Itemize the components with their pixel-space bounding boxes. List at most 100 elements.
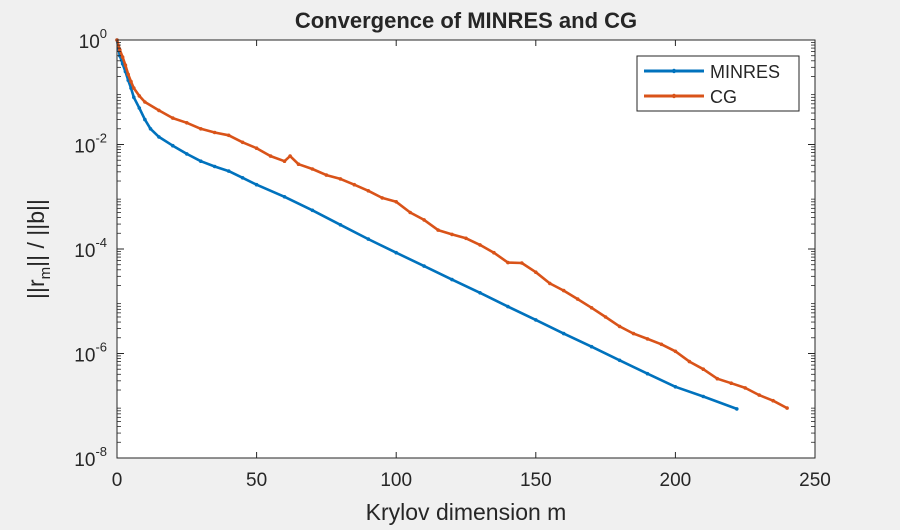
data-point-cg [771, 398, 775, 403]
data-point-minres [137, 106, 142, 110]
data-point-cg [436, 228, 440, 232]
data-point-cg [645, 337, 650, 341]
series-line-cg [115, 39, 788, 410]
data-point-cg [352, 182, 357, 187]
data-point-cg [157, 108, 161, 113]
data-point-cg [288, 154, 292, 158]
y-tick-label: 10-2 [74, 131, 107, 158]
data-point-minres [645, 371, 650, 376]
data-point-cg [561, 288, 566, 293]
data-point-cg [757, 393, 761, 397]
data-point-minres [282, 195, 287, 199]
data-point-minres [534, 318, 538, 322]
y-axis-label-rest: || / ||b|| [23, 199, 49, 267]
data-point-cg [603, 315, 608, 319]
data-point-minres [338, 223, 343, 227]
y-axis-label-sub: m [37, 267, 54, 280]
series-layer [115, 38, 789, 411]
data-point-cg [422, 218, 426, 222]
data-point-cg [120, 55, 125, 59]
data-point-cg [171, 116, 175, 120]
data-point-minres [240, 176, 245, 180]
x-tick-label: 150 [520, 470, 552, 491]
y-axis-label-main: ||r [23, 279, 49, 299]
data-point-minres [673, 385, 678, 389]
legend-box [636, 55, 800, 112]
legend: MINRES CG [636, 55, 800, 112]
x-tick-label: 250 [799, 470, 831, 491]
data-point-cg [240, 140, 245, 145]
x-tick-label: 50 [246, 470, 267, 491]
data-point-minres [226, 169, 231, 173]
data-point-cg [366, 189, 371, 193]
data-point-cg [380, 196, 385, 200]
data-point-minres [132, 95, 136, 100]
data-point-cg [199, 127, 203, 131]
data-point-minres [185, 152, 189, 156]
y-tick-label: 10-8 [74, 444, 107, 471]
data-point-cg [687, 359, 692, 364]
data-point-minres [143, 117, 147, 122]
data-point-cg [310, 167, 315, 171]
data-point-cg [118, 48, 122, 52]
data-point-minres [589, 344, 594, 349]
y-tick-label: 100 [79, 26, 107, 53]
data-point-cg [617, 324, 622, 329]
data-point-cg [226, 133, 231, 138]
data-point-cg [659, 342, 664, 347]
data-point-cg [126, 72, 130, 77]
data-point-cg [137, 94, 142, 98]
data-point-cg [296, 162, 301, 166]
data-point-cg [185, 121, 189, 125]
data-point-cg [743, 386, 747, 390]
data-point-minres [506, 304, 510, 309]
data-point-cg [254, 146, 259, 150]
data-point-minres [478, 291, 482, 295]
legend-marker-minres [671, 68, 677, 74]
data-point-minres [561, 331, 566, 336]
data-point-minres [422, 264, 426, 268]
data-point-cg [589, 306, 594, 310]
data-point-cg [729, 381, 733, 386]
x-axis-label: Krylov dimension m [366, 499, 567, 525]
data-point-cg [129, 79, 133, 84]
data-point-cg [324, 173, 329, 177]
data-point-minres [394, 250, 399, 255]
data-point-minres [199, 159, 203, 163]
legend-marker-cg [671, 93, 677, 99]
y-tick-label: 10-4 [74, 235, 107, 262]
data-point-cg [268, 154, 273, 158]
data-point-minres [148, 127, 153, 131]
data-point-minres [617, 358, 622, 363]
data-point-minres [450, 277, 454, 282]
data-point-cg [123, 63, 128, 67]
data-point-cg [575, 297, 580, 301]
data-point-cg [701, 367, 706, 372]
data-point-cg [464, 236, 468, 241]
data-point-cg [631, 331, 636, 336]
legend-label-minres: MINRES [710, 62, 780, 82]
data-point-cg [143, 100, 147, 104]
data-point-cg [506, 260, 510, 265]
data-point-cg [282, 159, 287, 163]
y-tick-label: 10-6 [74, 340, 107, 367]
data-point-cg [212, 130, 217, 135]
y-axis-label: ||rm|| / ||b|| [23, 199, 54, 299]
data-point-minres [157, 135, 161, 139]
data-point-cg [338, 177, 343, 181]
data-point-minres [171, 143, 175, 148]
data-point-minres [254, 182, 259, 187]
data-point-cg [478, 243, 482, 247]
data-point-cg [534, 270, 538, 275]
data-point-cg [132, 86, 136, 90]
data-point-cg [520, 261, 524, 265]
series-cg [115, 38, 789, 410]
data-point-minres [701, 394, 706, 399]
x-axis: 0 50 100 150 200 250 [112, 40, 831, 491]
data-point-minres [310, 208, 315, 213]
legend-label-cg: CG [710, 87, 737, 107]
data-point-minres [212, 164, 217, 169]
data-point-cg [673, 349, 678, 354]
